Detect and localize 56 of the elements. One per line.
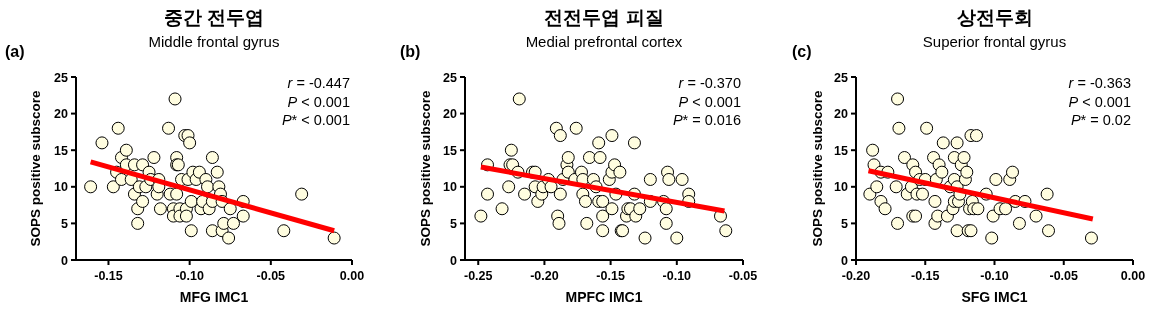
chart-subtitle: Middle frontal gyrus [148,33,280,50]
chart-title: 중간 전두엽 [163,7,265,28]
x-tick-label: -0.15 [596,269,625,283]
chart-subtitle: Superior frontal gyrus [922,33,1067,50]
y-tick-label: 5 [450,216,458,231]
y-axis-title: SOPS positive subscore [810,89,825,247]
x-tick-label: -0.10 [662,269,692,283]
annotation: r = -0.363 [1068,75,1131,91]
y-tick-label: 10 [443,180,458,195]
x-axis-title: MPFC IMC1 [565,289,643,305]
text: (c) [792,43,812,60]
x-tick-label: -0.25 [463,269,493,283]
x-tick-label: -0.15 [94,269,123,283]
annotation: P* = 0.02 [1070,112,1131,128]
x-tick-label: -0.05 [728,269,758,283]
y-tick-label: 5 [61,216,69,231]
chart-title: 상전두회 [956,7,1033,28]
y-tick-label: 15 [443,143,458,158]
text: (b) [400,43,421,60]
y-tick-label: 5 [841,216,849,231]
y-tick-label: 15 [834,143,849,158]
chart-title: 전전두엽 피질 [544,7,664,28]
chart-subtitle: Medial prefrontal cortex [525,33,683,50]
x-tick-label: -0.20 [530,269,559,283]
y-tick-label: 20 [54,107,69,122]
y-tick-label: 20 [443,107,458,122]
x-tick-label: -0.15 [911,269,940,283]
annotation: P < 0.001 [287,93,350,110]
y-axis-title: SOPS positive subscore [28,89,43,247]
y-tick-label: 20 [834,107,849,122]
annotation: P* < 0.001 [281,112,350,128]
annotation: P < 0.001 [1068,93,1131,110]
x-axis-title: MFG IMC1 [179,289,249,305]
x-tick-label: -0.05 [1049,269,1079,283]
y-tick-label: 25 [443,70,458,85]
x-tick-label: -0.20 [841,269,871,283]
y-axis-title: SOPS positive subscore [418,89,433,247]
y-tick-label: 0 [450,253,458,268]
y-tick-label: 0 [841,253,849,268]
text: (a) [5,43,25,60]
x-tick-label: -0.10 [175,269,204,283]
y-tick-label: 0 [61,253,69,268]
annotation: P* = 0.016 [672,112,741,128]
x-tick-label: 0.00 [339,269,365,283]
y-tick-label: 10 [54,180,69,195]
annotation: r = -0.447 [287,75,350,91]
y-tick-label: 25 [54,70,69,85]
x-tick-label: -0.05 [256,269,286,283]
y-tick-label: 25 [834,70,849,85]
x-tick-label: -0.10 [980,269,1009,283]
annotation: r = -0.370 [678,75,741,91]
x-axis-title: SFG IMC1 [961,289,1028,305]
annotation: P < 0.001 [678,93,741,110]
y-tick-label: 15 [54,143,69,158]
x-tick-label: 0.00 [1120,269,1146,283]
y-tick-label: 10 [834,180,849,195]
